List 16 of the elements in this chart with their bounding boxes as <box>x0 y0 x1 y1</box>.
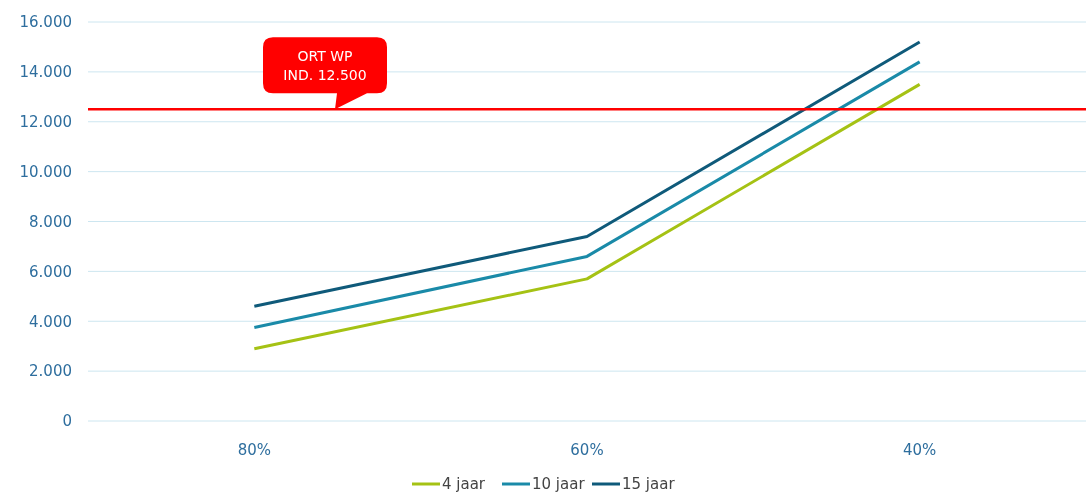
y-tick-label: 4.000 <box>29 312 72 331</box>
legend-label: 10 jaar <box>532 475 586 493</box>
y-tick-label: 2.000 <box>29 362 72 381</box>
legend-label: 15 jaar <box>622 475 676 493</box>
y-tick-label: 8.000 <box>29 212 72 231</box>
y-tick-label: 14.000 <box>19 63 72 82</box>
x-tick-label: 80% <box>237 441 272 459</box>
y-tick-label: 16.000 <box>19 13 72 32</box>
ref-line-label: ORT WP IND. 12.500 <box>283 48 367 84</box>
y-tick-label: 12.000 <box>19 113 72 131</box>
y-tick-label: 10.000 <box>19 162 72 181</box>
x-tick-label: 60% <box>570 441 604 459</box>
legend-label: 4 jaar <box>442 475 486 493</box>
x-tick-label: 40% <box>902 441 937 459</box>
y-tick-label: 6.000 <box>29 262 72 281</box>
y-tick-label: 0 <box>62 412 72 431</box>
